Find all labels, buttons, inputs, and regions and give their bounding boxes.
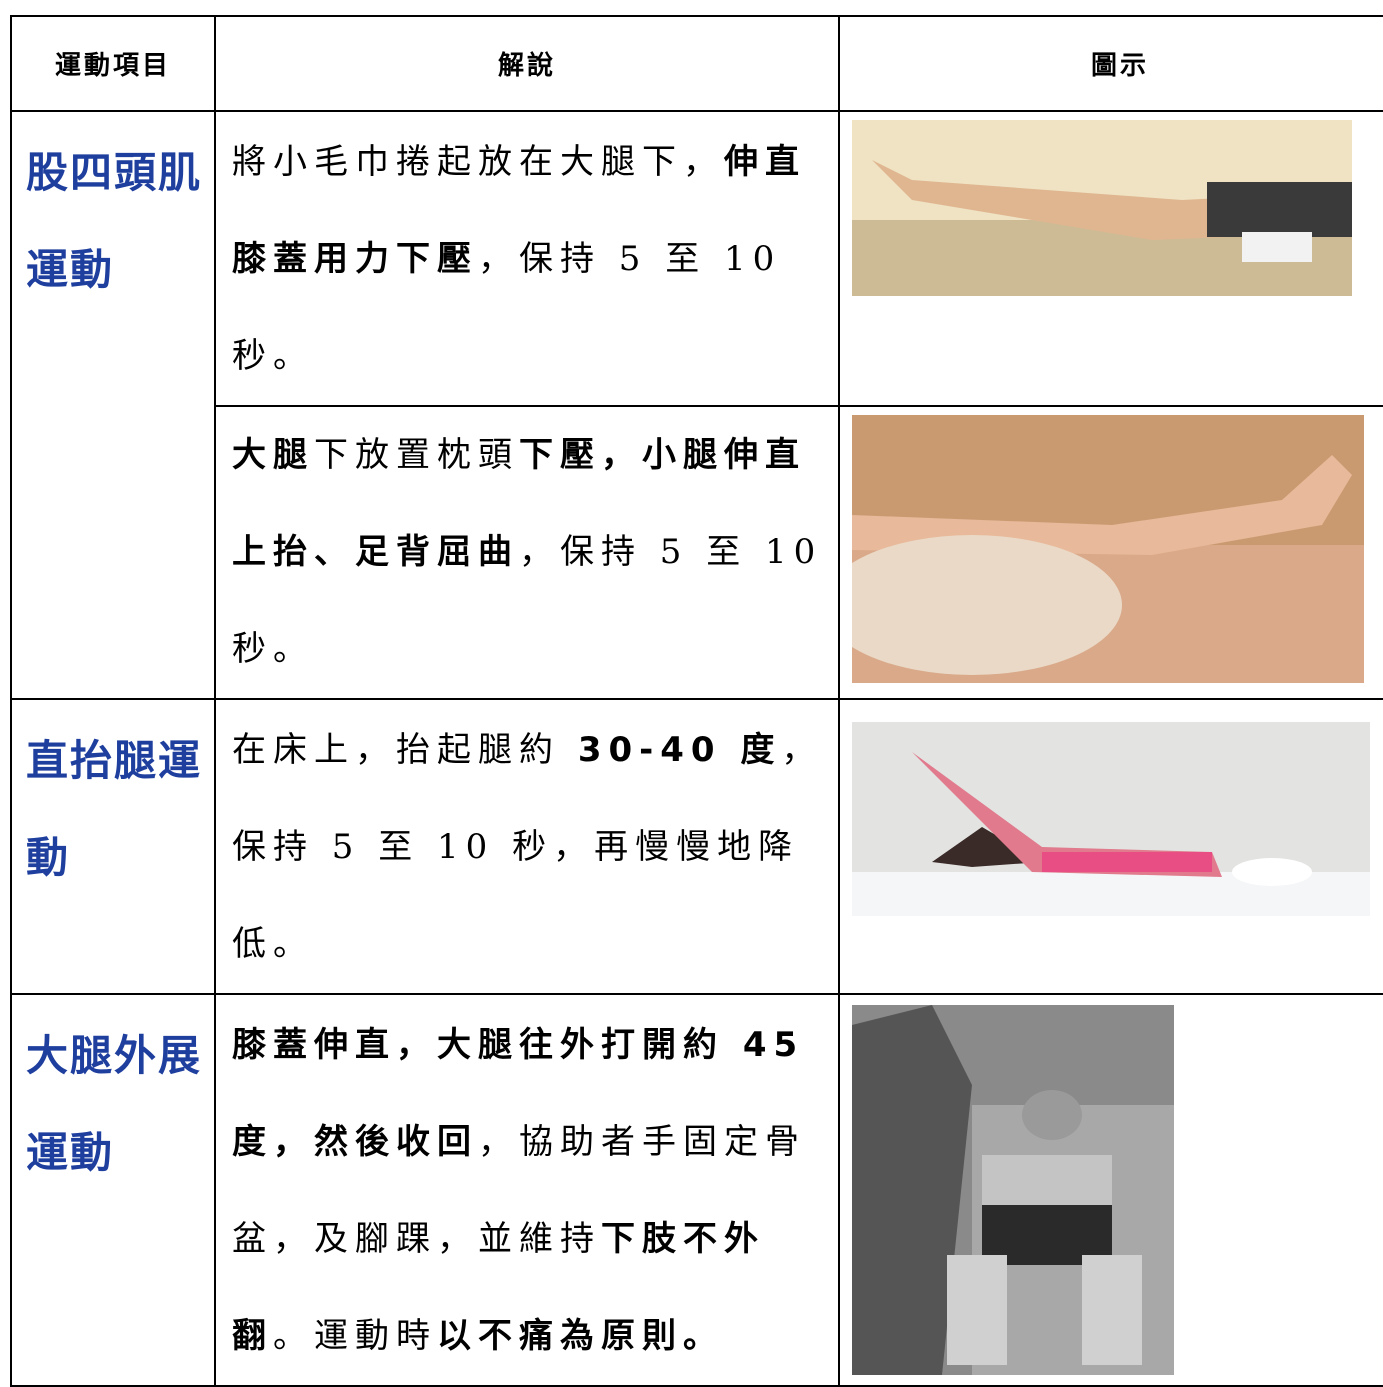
desc-cell: 膝蓋伸直，大腿往外打開約 45 度，然後收回，協助者手固定骨盆，及腳踝，並維持下… — [214, 993, 840, 1387]
exercise-table: 運動項目 解說 圖示 股四頭肌運動 將小毛巾捲起放在大腿下，伸直膝蓋用力下壓，保… — [10, 15, 1383, 1387]
photo-cell — [838, 993, 1383, 1387]
header-cell: 運動項目 — [10, 15, 216, 112]
row: 大腿下放置枕頭下壓，小腿伸直上抬、足背屈曲，保持 5 至 10 秒。 — [11, 405, 1383, 700]
text: ，保持 5 至 10 秒，再慢慢地降低。 — [232, 730, 823, 964]
text: 將小毛巾捲起放在大腿下， — [232, 142, 724, 182]
photo — [852, 415, 1364, 683]
exercise-name: 大腿外展運動 — [10, 993, 216, 1387]
text: 。運動時 — [273, 1316, 437, 1356]
bold-text: 伸直膝蓋用力下壓 — [232, 142, 806, 279]
bold-text: 下壓，小腿伸直上抬、足背屈曲 — [232, 435, 806, 572]
text: 在床上，抬起腿約 — [232, 730, 578, 770]
row: 大腿外展運動 膝蓋伸直，大腿往外打開約 45 度，然後收回，協助者手固定骨盆，及… — [10, 993, 1383, 1387]
photo-cell — [838, 405, 1383, 700]
desc-cell: 將小毛巾捲起放在大腿下，伸直膝蓋用力下壓，保持 5 至 10 秒。 — [214, 110, 840, 407]
exercise-name: 直抬腿運動 — [10, 698, 216, 995]
page: 運動項目 解說 圖示 股四頭肌運動 將小毛巾捲起放在大腿下，伸直膝蓋用力下壓，保… — [10, 15, 1383, 1387]
header-row: 運動項目 解說 圖示 — [10, 15, 1383, 112]
text: ，保持 5 至 10 秒。 — [232, 239, 782, 376]
bold-text: 膝蓋伸直，大腿往外打開約 45 度，然後收回 — [232, 1025, 805, 1162]
desc-cell: 大腿下放置枕頭下壓，小腿伸直上抬、足背屈曲，保持 5 至 10 秒。 — [214, 405, 840, 700]
row: 股四頭肌運動 將小毛巾捲起放在大腿下，伸直膝蓋用力下壓，保持 5 至 10 秒。 — [10, 110, 1383, 700]
bold-text: 大腿 — [232, 435, 314, 475]
bold-text: 以不痛為原則。 — [437, 1316, 724, 1356]
header-cell: 圖示 — [838, 15, 1383, 112]
desc-cell: 在床上，抬起腿約 30-40 度，保持 5 至 10 秒，再慢慢地降低。 — [214, 698, 840, 995]
photo — [852, 1005, 1174, 1375]
photo — [852, 722, 1370, 916]
text: 下放置枕頭 — [314, 435, 519, 475]
exercise-name: 股四頭肌運動 — [10, 110, 216, 700]
photo-cell — [838, 698, 1383, 995]
photo-cell — [838, 110, 1383, 407]
text: ，保持 5 至 10 秒。 — [232, 532, 823, 669]
photo — [852, 120, 1352, 296]
header-cell: 解說 — [214, 15, 840, 112]
bold-text: 30-40 度 — [577, 730, 782, 770]
row: 直抬腿運動 在床上，抬起腿約 30-40 度，保持 5 至 10 秒，再慢慢地降… — [10, 698, 1383, 995]
